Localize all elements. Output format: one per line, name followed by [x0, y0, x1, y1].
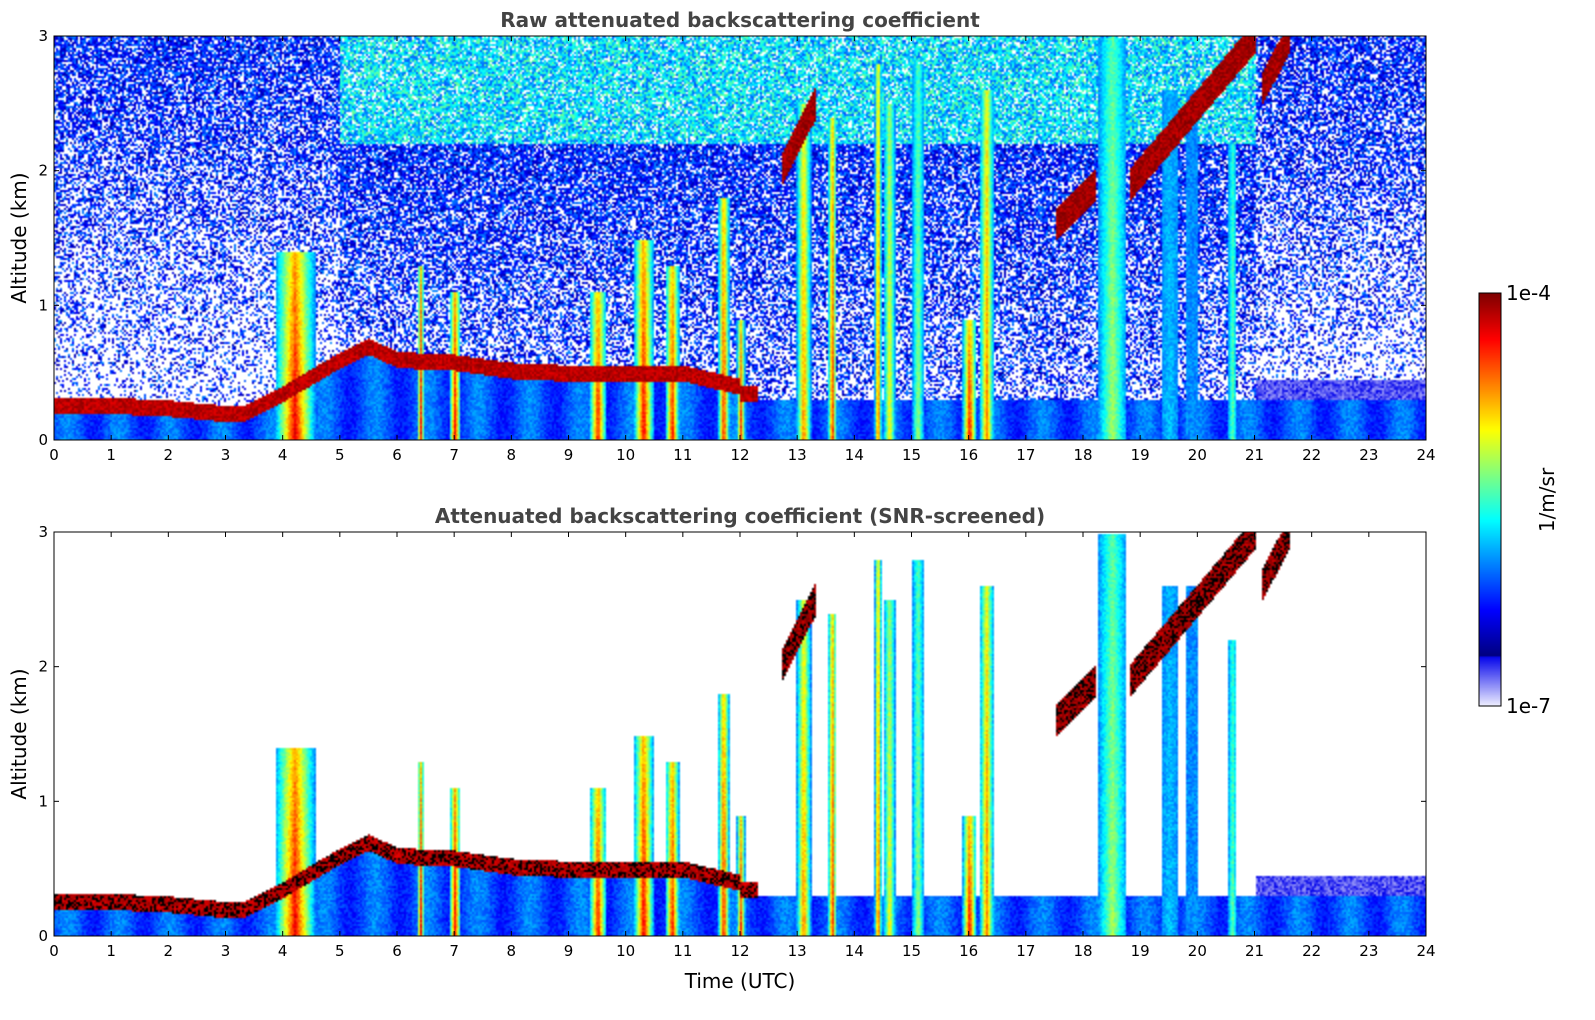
panel-raw-ylabel: Altitude (km)	[7, 172, 31, 303]
panel-raw-axes: 0 1 2 3 4 5 6 7 8 9 10 11 12 13 14 15 16 17 18 19 20 21 22 23 24…	[38, 27, 1435, 464]
x-tick-label: 21	[1245, 942, 1264, 960]
x-tick-label: 23	[1359, 942, 1378, 960]
y-tick-label: 3	[38, 27, 48, 45]
x-tick-label: 10	[616, 446, 635, 464]
x-tick-label: 3	[221, 446, 231, 464]
x-tick-label: 9	[564, 942, 574, 960]
x-tick-label: 9	[564, 446, 574, 464]
raw-heatmap	[54, 36, 1426, 440]
x-tick-label: 19	[1131, 446, 1150, 464]
x-tick-label: 20	[1188, 446, 1207, 464]
panel-raw-title: Raw attenuated backscattering coefficien…	[500, 8, 980, 32]
x-tick-label: 12	[730, 942, 749, 960]
x-tick-label: 11	[673, 942, 692, 960]
x-tick-label: 16	[959, 446, 978, 464]
x-tick-label: 17	[1016, 446, 1035, 464]
panel-screened: Attenuated backscattering coefficient (S…	[7, 504, 1436, 993]
x-tick-label: 24	[1416, 446, 1435, 464]
colorbar-max-label: 1e-4	[1506, 281, 1551, 305]
panel-screened-axes: 0 1 2 3 4 5 6 7 8 9 10 11 12 13 14 15 16 17 18 19 20 21 22 23 24…	[38, 523, 1435, 960]
screened-heatmap	[54, 532, 1426, 936]
y-tick-label: 2	[38, 658, 48, 676]
x-tick-label: 16	[959, 942, 978, 960]
x-tick-label: 18	[1073, 446, 1092, 464]
x-tick-label: 15	[902, 942, 921, 960]
x-tick-label: 6	[392, 942, 402, 960]
x-tick-label: 15	[902, 446, 921, 464]
x-tick-label: 14	[845, 446, 864, 464]
x-tick-label: 2	[164, 942, 174, 960]
x-tick-label: 13	[788, 446, 807, 464]
x-tick-label: 5	[335, 942, 345, 960]
x-tick-label: 4	[278, 446, 288, 464]
x-tick-label: 20	[1188, 942, 1207, 960]
x-tick-label: 22	[1302, 446, 1321, 464]
colorbar-frame	[1478, 292, 1502, 707]
x-tick-label: 23	[1359, 446, 1378, 464]
x-tick-label: 4	[278, 942, 288, 960]
colorbar-label: 1/m/sr	[1535, 467, 1559, 532]
x-tick-label: 22	[1302, 942, 1321, 960]
y-tick-label: 3	[38, 523, 48, 541]
x-tick-label: 8	[507, 446, 517, 464]
y-tick-label: 0	[38, 431, 48, 449]
colorbar-min-label: 1e-7	[1506, 694, 1551, 718]
x-tick-label: 3	[221, 942, 231, 960]
panel-screened-title: Attenuated backscattering coefficient (S…	[435, 504, 1045, 528]
x-tick-label: 19	[1131, 942, 1150, 960]
x-tick-label: 10	[616, 942, 635, 960]
x-tick-label: 14	[845, 942, 864, 960]
x-tick-label: 6	[392, 446, 402, 464]
y-tick-label: 2	[38, 162, 48, 180]
colorbar-gradient	[1479, 293, 1501, 706]
colorbar: 1e-4 1e-7 1/m/sr	[1478, 281, 1559, 718]
x-tick-label: 21	[1245, 446, 1264, 464]
x-tick-label: 8	[507, 942, 517, 960]
x-tick-label: 5	[335, 446, 345, 464]
panel-screened-xlabel: Time (UTC)	[684, 969, 796, 993]
x-tick-label: 2	[164, 446, 174, 464]
panel-raw: Raw attenuated backscattering coefficien…	[7, 8, 1436, 464]
x-tick-label: 0	[49, 446, 59, 464]
y-tick-label: 1	[38, 792, 48, 810]
x-tick-label: 0	[49, 942, 59, 960]
x-tick-label: 18	[1073, 942, 1092, 960]
x-tick-label: 24	[1416, 942, 1435, 960]
panel-screened-ylabel: Altitude (km)	[7, 668, 31, 799]
x-tick-label: 12	[730, 446, 749, 464]
x-tick-label: 7	[449, 942, 459, 960]
x-tick-label: 11	[673, 446, 692, 464]
y-tick-label: 0	[38, 927, 48, 945]
y-tick-label: 1	[38, 296, 48, 314]
x-tick-label: 1	[106, 942, 116, 960]
x-tick-label: 1	[106, 446, 116, 464]
x-tick-label: 13	[788, 942, 807, 960]
x-tick-label: 17	[1016, 942, 1035, 960]
x-tick-label: 7	[449, 446, 459, 464]
